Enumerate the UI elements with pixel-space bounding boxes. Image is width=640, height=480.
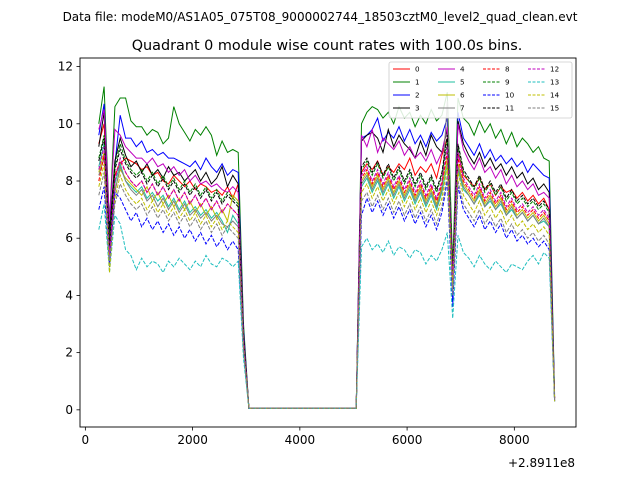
series-line-9 bbox=[98, 135, 556, 409]
legend-label-4: 4 bbox=[460, 65, 465, 74]
x-tick-label: 4000 bbox=[285, 433, 316, 447]
y-tick-label: 12 bbox=[58, 60, 73, 74]
x-tick-label: 8000 bbox=[499, 433, 530, 447]
legend-label-7: 7 bbox=[460, 104, 465, 113]
legend-label-1: 1 bbox=[415, 78, 420, 87]
legend-label-2: 2 bbox=[415, 91, 420, 100]
x-tick-label: 2000 bbox=[177, 433, 208, 447]
legend-label-3: 3 bbox=[415, 104, 420, 113]
legend-label-9: 9 bbox=[505, 78, 510, 87]
series-line-15 bbox=[98, 172, 556, 409]
legend-label-8: 8 bbox=[505, 65, 510, 74]
legend-label-6: 6 bbox=[460, 91, 465, 100]
legend-label-15: 15 bbox=[550, 104, 559, 113]
series-layer bbox=[98, 86, 556, 409]
y-tick-label: 6 bbox=[65, 231, 73, 245]
y-tick-label: 8 bbox=[65, 174, 73, 188]
x-tick-label: 0 bbox=[82, 433, 90, 447]
legend-label-13: 13 bbox=[550, 78, 559, 87]
legend-label-11: 11 bbox=[505, 104, 514, 113]
legend-label-10: 10 bbox=[505, 91, 515, 100]
x-offset-label: +2.8911e8 bbox=[508, 456, 575, 470]
legend-label-0: 0 bbox=[415, 65, 420, 74]
y-tick-label: 10 bbox=[58, 117, 73, 131]
legend-label-5: 5 bbox=[460, 78, 465, 87]
legend-frame bbox=[388, 61, 573, 119]
y-tick-label: 0 bbox=[65, 403, 73, 417]
y-tick-label: 4 bbox=[65, 288, 73, 302]
legend-label-14: 14 bbox=[550, 91, 560, 100]
y-tick-label: 2 bbox=[65, 346, 73, 360]
series-line-13 bbox=[98, 203, 556, 409]
x-tick-label: 6000 bbox=[392, 433, 423, 447]
chart-title: Quadrant 0 module wise count rates with … bbox=[132, 38, 523, 54]
legend-label-12: 12 bbox=[550, 65, 559, 74]
plot-frame bbox=[79, 57, 577, 428]
figure-suptitle: Data file: modeM0/AS1A05_075T08_90000027… bbox=[63, 10, 578, 24]
